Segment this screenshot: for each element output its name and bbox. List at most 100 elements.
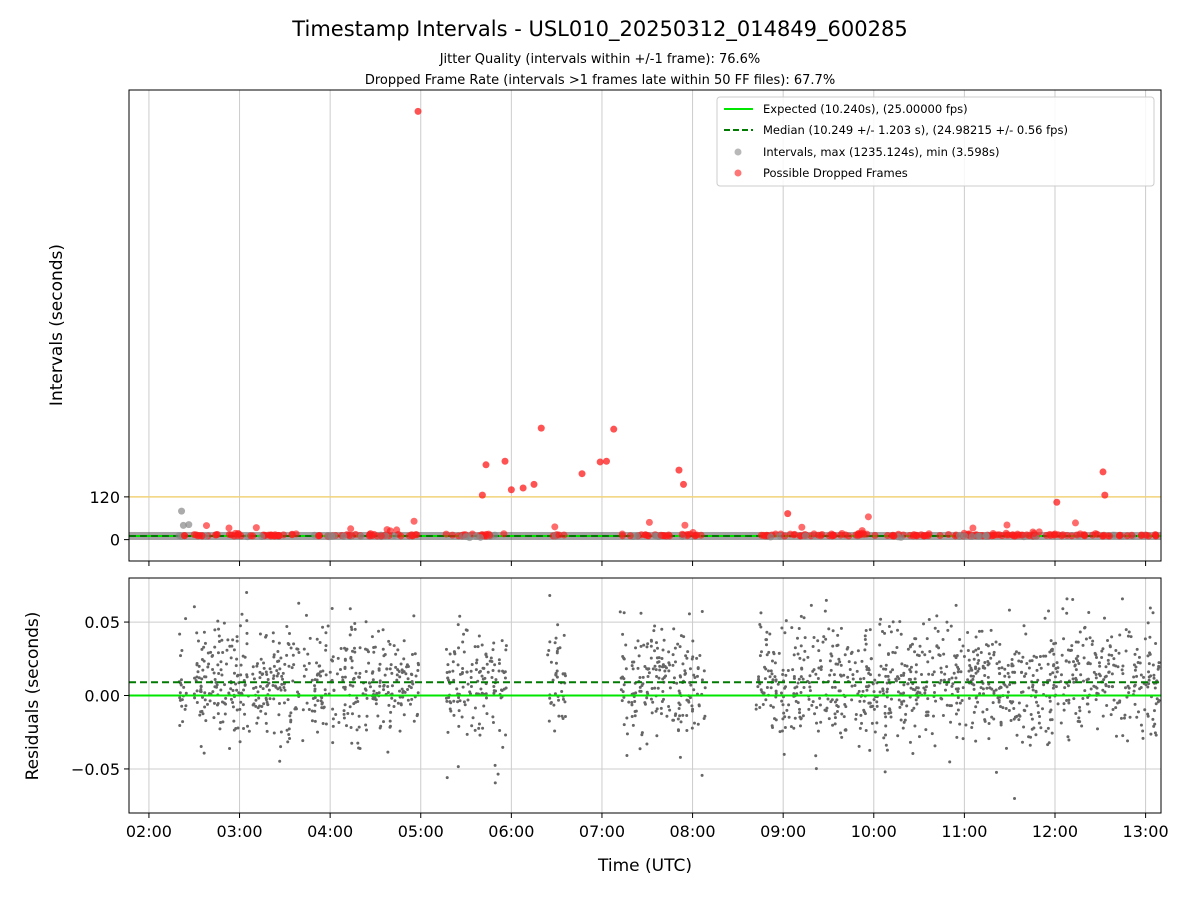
residual-point: [348, 607, 352, 611]
residual-point: [801, 677, 805, 681]
residual-point: [932, 691, 936, 695]
residual-point: [894, 677, 898, 681]
residual-point: [974, 667, 978, 671]
residual-point: [898, 620, 902, 624]
residual-point: [1048, 710, 1052, 714]
residual-point: [180, 704, 184, 708]
dropped-frame-point: [1099, 532, 1107, 540]
dropped-frame-point: [922, 532, 930, 540]
residual-point: [498, 728, 502, 732]
residual-point: [357, 714, 361, 718]
legend-swatch-intervals: [734, 148, 742, 156]
residual-point: [891, 650, 895, 654]
residual-point: [961, 644, 965, 648]
residual-point: [475, 658, 479, 662]
residual-point: [1108, 645, 1112, 649]
residual-point: [936, 629, 940, 633]
residual-point: [307, 661, 311, 665]
residual-point: [1087, 710, 1091, 714]
residual-point: [201, 712, 205, 716]
residual-point: [861, 689, 865, 693]
residual-point: [620, 699, 624, 703]
residual-point: [961, 686, 965, 690]
residual-point: [446, 730, 450, 734]
interval-point: [179, 521, 187, 529]
residual-point: [238, 707, 242, 711]
residual-point: [280, 682, 284, 686]
residual-point: [282, 686, 286, 690]
residual-point: [1092, 670, 1096, 674]
residual-point: [896, 628, 900, 632]
residual-point: [687, 612, 691, 616]
residual-point: [782, 752, 786, 756]
residual-point: [378, 662, 382, 666]
residual-point: [219, 720, 223, 724]
dropped-frame-point: [560, 531, 568, 539]
residual-point: [285, 625, 289, 629]
residual-point: [1134, 665, 1138, 669]
residual-point: [557, 698, 561, 702]
residual-point: [895, 646, 899, 650]
residual-point: [878, 690, 882, 694]
residual-point: [272, 674, 276, 678]
residual-point: [856, 649, 860, 653]
residual-point: [835, 698, 839, 702]
residual-point: [661, 665, 665, 669]
residual-point: [296, 647, 300, 651]
residual-point: [179, 654, 183, 658]
residual-point: [470, 724, 474, 728]
residual-point: [414, 674, 418, 678]
residual-point: [893, 651, 897, 655]
residual-point: [1017, 701, 1021, 705]
dropped-frame-point: [678, 530, 686, 538]
residual-point: [800, 666, 804, 670]
residual-point: [224, 662, 228, 666]
residual-point: [341, 678, 345, 682]
x-tick-label-02:00: 02:00: [126, 822, 172, 841]
residual-point: [553, 729, 557, 733]
residual-point: [1052, 683, 1056, 687]
residual-point: [229, 656, 233, 660]
residual-point: [770, 672, 774, 676]
residual-point: [1086, 677, 1090, 681]
residual-point: [840, 735, 844, 739]
dropped-frame-point: [784, 510, 792, 518]
residual-point: [252, 677, 256, 681]
residual-point: [864, 642, 868, 646]
residual-point: [702, 669, 706, 673]
residual-point: [201, 668, 205, 672]
residual-point: [853, 661, 857, 665]
residual-point: [685, 698, 689, 702]
residual-point: [928, 649, 932, 653]
residual-point: [488, 659, 492, 663]
residual-point: [1067, 738, 1071, 742]
residual-point: [817, 649, 821, 653]
residual-point: [216, 651, 220, 655]
residual-point: [254, 685, 258, 689]
residual-point: [912, 706, 916, 710]
residual-point: [1069, 648, 1073, 652]
dropped-frame-point: [1073, 531, 1081, 539]
residual-point: [343, 685, 347, 689]
residual-point: [1067, 701, 1071, 705]
residual-point: [824, 598, 828, 602]
residual-point: [976, 647, 980, 651]
residual-point: [990, 642, 994, 646]
residual-point: [1151, 663, 1155, 667]
residual-point: [228, 746, 232, 750]
residual-point: [1010, 658, 1014, 662]
residual-point: [267, 688, 271, 692]
residual-point: [974, 671, 978, 675]
residual-point: [1112, 663, 1116, 667]
interval-point: [175, 532, 183, 540]
residual-point: [998, 672, 1002, 676]
residual-point: [767, 650, 771, 654]
residual-point: [1009, 718, 1013, 722]
residual-point: [898, 705, 902, 709]
residual-point: [297, 601, 301, 605]
residual-point: [461, 685, 465, 689]
residual-point: [872, 690, 876, 694]
residual-point: [828, 673, 832, 677]
residual-point: [197, 676, 201, 680]
interval-point: [258, 532, 266, 540]
